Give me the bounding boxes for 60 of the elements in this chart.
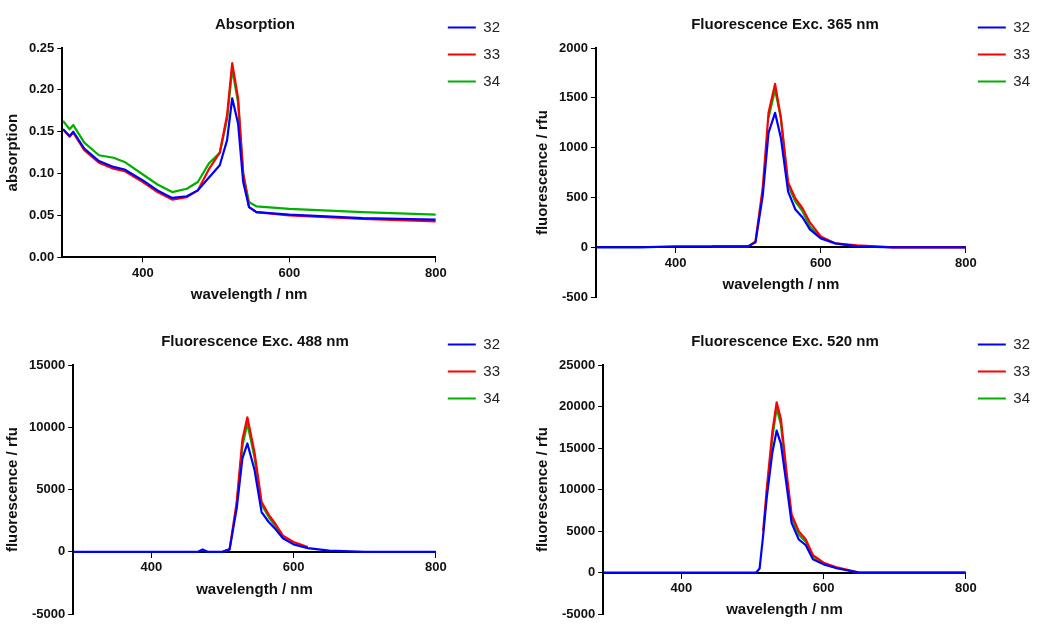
x-tick-label: 600: [812, 580, 835, 596]
y-tick-label: 20000: [558, 398, 596, 414]
y-tick-label: 2000: [559, 39, 588, 55]
x-axis-title: wavelength / nm: [725, 600, 843, 618]
x-axis-title: wavelength / nm: [189, 285, 308, 303]
x-tick-label: 800: [954, 254, 977, 270]
legend-label: 32: [1013, 17, 1030, 35]
y-tick-label: 1000: [559, 139, 588, 155]
legend-label: 32: [483, 17, 500, 35]
x-axis-title: wavelength / nm: [195, 579, 313, 597]
y-tick-label: 0.20: [28, 81, 55, 97]
legend-label: 32: [1013, 334, 1030, 352]
y-tick-label: 0.05: [28, 207, 55, 223]
y-tick-label: 15000: [558, 439, 596, 455]
legend-label: 33: [1013, 44, 1030, 62]
y-tick-label: 0.10: [28, 165, 55, 181]
chart-title: Fluorescence Exc. 365 nm: [691, 15, 879, 33]
chart-title: Fluorescence Exc. 488 nm: [161, 332, 349, 350]
y-axis-title: fluorescence / rfu: [3, 427, 21, 553]
y-axis-title: fluorescence / rfu: [533, 110, 551, 236]
chart-title: Fluorescence Exc. 520 nm: [691, 332, 879, 350]
legend-label: 33: [1013, 361, 1030, 379]
x-tick-label: 400: [140, 559, 163, 575]
y-tick-label: 0: [580, 238, 588, 254]
y-tick-label: 15000: [28, 356, 66, 372]
y-tick-label: 500: [566, 189, 588, 205]
y-tick-label: -500: [561, 288, 588, 304]
y-tick-label: 5000: [566, 522, 596, 538]
x-tick-label: 800: [954, 580, 977, 596]
y-tick-label: 5000: [36, 481, 66, 497]
y-axis-title: absorption: [3, 113, 21, 192]
legend-label: 34: [483, 388, 500, 406]
x-tick-label: 600: [809, 254, 832, 270]
y-tick-label: 1500: [559, 89, 588, 105]
legend-label: 34: [483, 71, 500, 89]
legend-label: 33: [483, 44, 500, 62]
x-tick-label: 800: [424, 264, 447, 280]
y-axis-title: fluorescence / rfu: [533, 427, 551, 553]
y-tick-label: 10000: [558, 481, 596, 497]
x-tick-label: 600: [282, 559, 305, 575]
y-tick-label: 0.15: [28, 123, 55, 139]
x-tick-label: 400: [664, 254, 687, 270]
y-tick-label: 0: [587, 564, 596, 580]
x-tick-label: 600: [278, 264, 301, 280]
y-tick-label: 25000: [558, 356, 596, 372]
y-tick-label: 10000: [28, 418, 66, 434]
y-tick-label: 0.00: [28, 248, 55, 264]
legend-label: 32: [483, 334, 500, 352]
x-tick-label: 400: [132, 264, 154, 280]
legend-label: 33: [483, 361, 500, 379]
y-tick-label: -5000: [561, 605, 596, 621]
y-tick-label: 0.25: [28, 39, 55, 55]
x-tick-label: 800: [424, 559, 447, 575]
x-tick-label: 400: [670, 580, 693, 596]
legend-label: 34: [1013, 388, 1030, 406]
chart-title: Absorption: [215, 15, 295, 33]
y-tick-label: -5000: [31, 605, 66, 621]
y-tick-label: 0: [57, 543, 66, 559]
x-axis-title: wavelength / nm: [721, 275, 840, 293]
legend-label: 34: [1013, 71, 1030, 89]
